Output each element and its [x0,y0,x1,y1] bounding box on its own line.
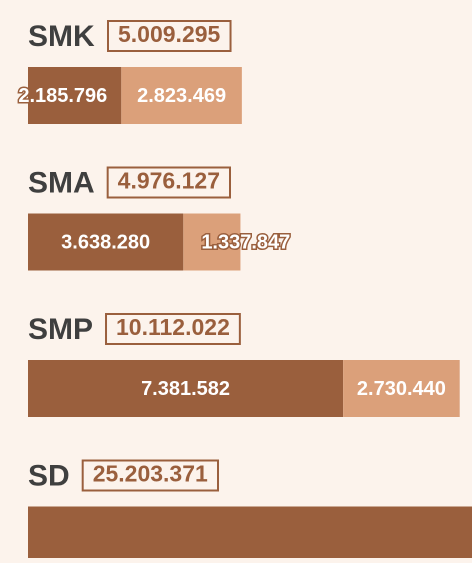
value-label: 1.337.847 [201,231,290,253]
value-label: 2.823.469 [137,85,226,107]
value-label: 7.381.582 [141,378,230,400]
bar-segment [28,67,122,124]
value-label: 2.730.440 [357,378,446,400]
category-label: SMA [28,166,95,199]
bar-segment [28,213,184,271]
total-box [106,166,231,199]
category-label: SMK [28,20,95,53]
category-label: SD [28,459,70,492]
category-label: SMP [28,313,93,346]
bar-segment [183,213,241,271]
total-label: 4.976.127 [118,168,220,194]
total-label: 5.009.295 [118,21,221,47]
total-box [81,459,220,492]
total-label: 25.203.371 [93,461,208,487]
bar-segment [28,506,472,563]
total-label: 10.112.022 [116,314,230,340]
total-box [107,20,232,52]
bar-segment [121,67,242,124]
bar-segment [28,360,344,417]
bar-segment [343,360,460,417]
value-label: 2.185.796 [18,85,107,107]
total-box [105,313,241,345]
value-label: 3.638.280 [61,231,150,253]
